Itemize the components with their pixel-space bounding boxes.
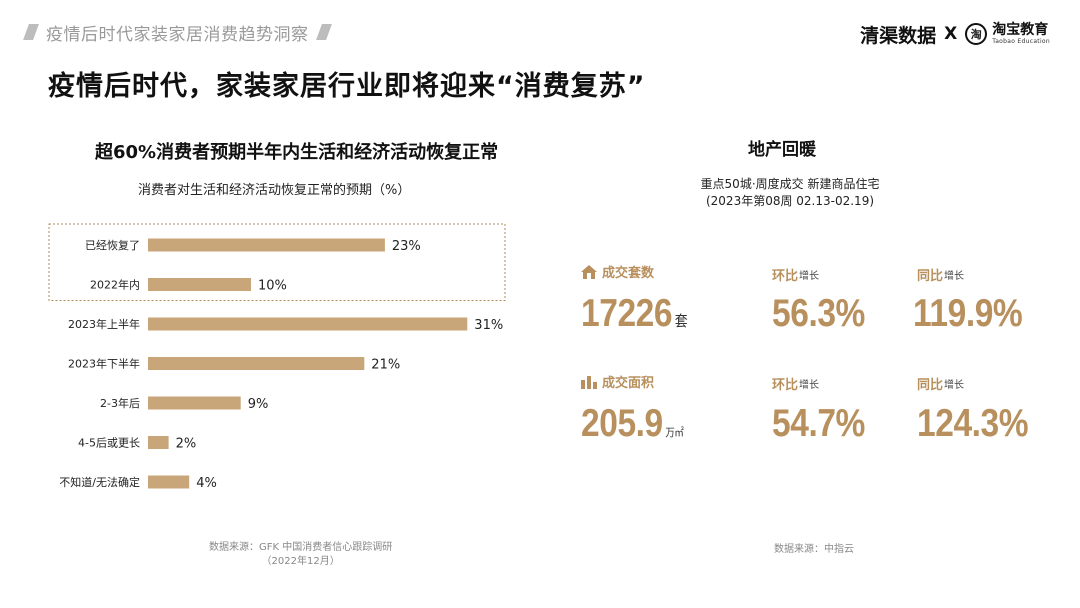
left-source: 数据来源：GFK 中国消费者信心跟踪调研 （2022年12月）	[209, 541, 392, 569]
category-label: 4-5后或更长	[78, 437, 140, 450]
units-mom-value: 56.3%	[772, 292, 865, 335]
units-yoy-value: 119.9%	[913, 292, 1023, 335]
right-panel-title: 地产回暖	[748, 140, 816, 160]
brand-logos: 清渠数据 X 淘 淘宝教育 Taobao Education	[860, 20, 1050, 48]
bar	[148, 278, 251, 291]
deal-units-label: 成交 套数	[580, 262, 654, 281]
area-mom-value: 54.7%	[772, 402, 865, 445]
left-panel-title: 超60%消费者预期半年内生活和经济活动恢复正常	[95, 142, 499, 163]
left-source-line1: 数据来源：GFK 中国消费者信心跟踪调研	[209, 542, 393, 553]
category-label: 已经恢复了	[85, 238, 140, 252]
yoy-label: 同比	[917, 269, 944, 284]
category-label: 2-3年后	[100, 396, 140, 410]
deal-area-value: 205.9 万㎡	[581, 402, 684, 446]
value-label: 2%	[176, 437, 197, 452]
right-subtitle-line1: 重点50城·周度成交 新建商品住宅	[700, 177, 880, 191]
slash-decoration	[315, 24, 332, 40]
bar	[148, 436, 169, 449]
category-label: 2023年上半年	[68, 317, 140, 331]
deal-units-value: 17226 套	[581, 292, 688, 336]
brand-taobao-en: Taobao Education	[992, 38, 1050, 45]
value-label: 21%	[371, 358, 400, 373]
bar	[148, 238, 385, 252]
area-yoy-value: 124.3%	[917, 402, 1029, 445]
deal-units-number: 17226	[581, 292, 673, 335]
yoy-suffix: 增长	[944, 271, 965, 282]
value-label: 9%	[248, 397, 269, 412]
mom-suffix: 增长	[799, 380, 820, 391]
right-subtitle-line2: (2023年第08周 02.13-02.19)	[705, 194, 875, 208]
left-source-line2: （2022年12月）	[261, 556, 340, 567]
house-icon	[581, 264, 597, 279]
brand-separator: X	[944, 24, 958, 44]
brand-taobao-cn: 淘宝教育	[992, 22, 1049, 38]
area-yoy-label: 同比 增长	[917, 374, 964, 393]
units-yoy-label: 同比 增长	[917, 265, 964, 284]
brand-taobao: 淘宝教育 Taobao Education	[992, 23, 1050, 45]
category-label: 2023年下半年	[68, 357, 140, 371]
yoy-suffix: 增长	[944, 380, 965, 391]
slash-decoration	[23, 24, 39, 40]
label-main: 成交	[602, 376, 629, 391]
yoy-label: 同比	[917, 378, 944, 393]
category-label: 不知道/无法确定	[59, 475, 140, 489]
brand-qingqu: 清渠数据	[860, 24, 937, 47]
section-header: 疫情后时代家装家居消费趋势洞察	[23, 20, 332, 45]
deal-area-unit: 万㎡	[665, 427, 684, 439]
category-label: 2022年内	[90, 278, 140, 292]
bar	[148, 475, 190, 489]
area-mom-label: 环比 增长	[772, 374, 819, 393]
expectation-bar-chart: 已经恢复了 23% 2022年内 10% 2023年上半年 31% 2023年下半年 21% 2…	[48, 223, 506, 491]
page-title: 疫情后时代，家装家居行业即将迎来“消费复苏”	[48, 71, 646, 102]
right-source: 数据来源：中指云	[774, 544, 854, 555]
deal-area-label: 成交 面积	[580, 372, 654, 391]
bar	[148, 357, 365, 370]
deal-units-unit: 套	[674, 313, 688, 330]
bar-chart-icon	[581, 376, 597, 389]
value-label: 31%	[474, 318, 503, 333]
bar	[148, 317, 468, 331]
chart-subtitle: 消费者对生活和经济活动恢复正常的预期（%）	[138, 183, 411, 198]
value-label: 4%	[196, 476, 217, 491]
value-label: 23%	[392, 239, 421, 254]
label-highlight: 套数	[628, 266, 655, 281]
mom-label: 环比	[772, 269, 799, 284]
label-highlight: 面积	[628, 376, 655, 391]
taobao-logo-icon: 淘	[965, 23, 988, 45]
deal-area-number: 205.9	[581, 402, 663, 445]
value-label: 10%	[258, 279, 287, 294]
right-panel-subtitle: 重点50城·周度成交 新建商品住宅 (2023年第08周 02.13-02.19…	[690, 176, 890, 210]
mom-suffix: 增长	[799, 271, 820, 282]
label-main: 成交	[602, 266, 629, 281]
mom-label: 环比	[772, 378, 799, 393]
bar	[148, 396, 241, 410]
units-mom-label: 环比 增长	[772, 265, 819, 284]
highlight-box	[48, 223, 506, 301]
section-title: 疫情后时代家装家居消费趋势洞察	[46, 24, 309, 45]
